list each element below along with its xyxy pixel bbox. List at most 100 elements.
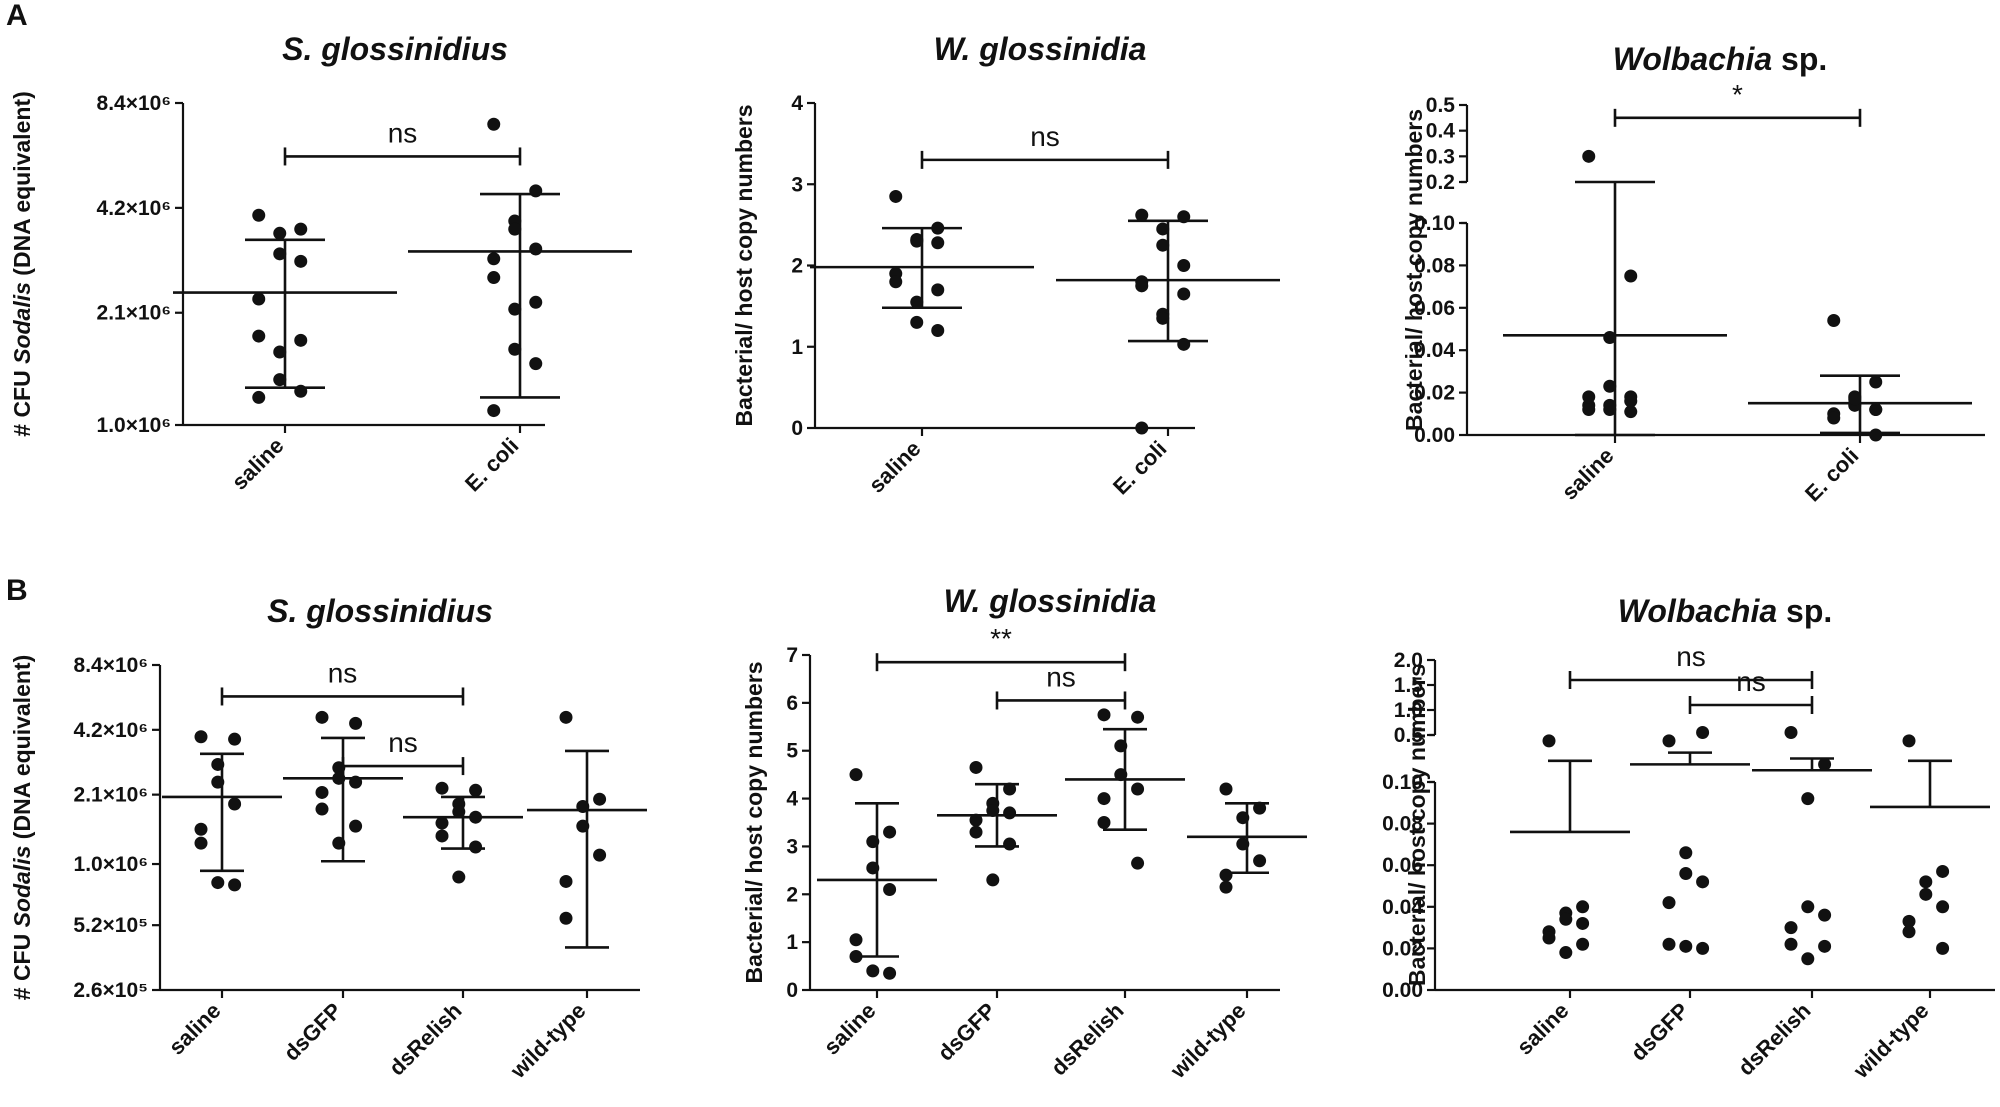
chart-title-suffix: sp. — [1777, 593, 1832, 629]
data-point — [211, 775, 225, 789]
chart-title: W. glossinidia — [934, 31, 1147, 67]
x-tick-label: saline — [227, 433, 289, 495]
y-tick-label: 7 — [786, 644, 798, 667]
series-e-coli — [1748, 314, 1972, 442]
data-point — [1936, 941, 1950, 955]
y-tick-label: 0.02 — [1382, 937, 1423, 960]
data-point — [1582, 403, 1596, 417]
data-point — [883, 883, 897, 896]
data-point — [1801, 792, 1815, 806]
x-tick-label: saline — [164, 998, 226, 1060]
data-point — [910, 234, 924, 248]
data-point — [1177, 337, 1191, 351]
data-point — [1818, 908, 1832, 922]
panel-label-a: A — [6, 0, 28, 32]
x-tick-label: dsGFP — [279, 998, 347, 1066]
data-point — [1827, 314, 1841, 328]
y-tick-label: 1.0×10⁶ — [97, 414, 171, 437]
data-point — [1919, 875, 1933, 889]
y-tick-label: 0.08 — [1382, 813, 1423, 836]
data-point — [1097, 708, 1111, 722]
data-point — [1177, 259, 1191, 272]
data-point — [1919, 887, 1933, 901]
data-point — [435, 781, 449, 795]
chart-1: S. glossinidius # CFU Sodalis (DNA equiva… — [9, 31, 632, 496]
data-point — [883, 966, 897, 980]
y-tick-label: 0.08 — [1414, 254, 1455, 277]
data-point — [1582, 149, 1596, 163]
data-point — [931, 324, 945, 337]
data-point — [294, 333, 308, 347]
data-point — [294, 254, 308, 268]
data-point — [931, 221, 945, 235]
y-tick-label: 4.2×10⁶ — [74, 719, 148, 742]
data-point — [866, 835, 880, 849]
y-axis-label: Bacterial/ host copy numbers — [741, 661, 767, 983]
data-point — [1902, 734, 1916, 748]
y-tick-label: 1 — [791, 336, 803, 359]
data-point — [435, 829, 449, 843]
data-point — [1603, 398, 1617, 412]
data-point — [931, 236, 945, 250]
chart-4: S. glossinidius # CFU Sodalis (DNA equiva… — [9, 593, 647, 1084]
data-point — [1097, 816, 1111, 829]
y-tick-label: 0.10 — [1382, 771, 1423, 794]
series-dsrelish — [1065, 708, 1185, 870]
significance-label: * — [1732, 79, 1743, 110]
data-point — [315, 710, 329, 724]
x-tick-label: wild-type — [1848, 998, 1934, 1084]
chart-title: Wolbachia sp. — [1613, 41, 1828, 77]
data-point — [910, 295, 924, 309]
data-point — [1624, 394, 1638, 408]
data-point — [332, 836, 346, 850]
data-point — [1253, 854, 1267, 868]
series-wild-type — [1870, 734, 1990, 955]
data-point — [487, 252, 501, 266]
data-point — [332, 771, 346, 785]
data-point — [469, 810, 483, 824]
data-point — [559, 710, 573, 724]
data-point — [252, 208, 266, 222]
significance-label: ** — [990, 623, 1012, 654]
data-point — [315, 802, 329, 816]
chart-title: W. glossinidia — [944, 583, 1157, 619]
data-point — [1662, 734, 1676, 748]
data-point — [529, 184, 543, 198]
data-point — [1801, 900, 1815, 914]
y-tick-label: 2 — [786, 883, 798, 906]
data-point — [294, 384, 308, 398]
chart-title-suffix: sp. — [1772, 41, 1827, 77]
data-point — [1576, 900, 1590, 914]
data-point — [194, 822, 208, 836]
data-point — [252, 390, 266, 404]
data-point — [1114, 768, 1128, 782]
data-point — [1679, 846, 1693, 860]
x-tick-label: dsRelish — [1046, 998, 1129, 1081]
data-point — [1869, 375, 1883, 389]
data-point — [1818, 757, 1832, 771]
chart-2: W. glossinidia Bacterial/ host copy numbe… — [731, 31, 1280, 499]
series-dsgfp — [937, 760, 1057, 887]
x-tick-label: E. coli — [1108, 436, 1171, 499]
x-tick-label: saline — [864, 436, 926, 498]
data-point — [487, 117, 501, 131]
data-point — [1003, 806, 1017, 820]
chart-5: W. glossinidia Bacterial/ host copy numbe… — [741, 583, 1307, 1084]
data-point — [910, 315, 924, 329]
data-point — [508, 222, 522, 236]
x-tick-label: dsRelish — [1733, 998, 1816, 1081]
data-point — [529, 295, 543, 309]
data-point — [1131, 710, 1145, 724]
data-point — [1542, 931, 1556, 945]
y-axis-label: Bacterial/ host copy numbers — [1404, 664, 1430, 986]
data-point — [593, 792, 607, 806]
data-point — [1818, 939, 1832, 953]
data-point — [435, 816, 449, 830]
data-point — [969, 813, 983, 827]
x-tick-label: wild-type — [505, 998, 591, 1084]
data-point — [1559, 946, 1573, 960]
y-tick-label: 8.4×10⁶ — [97, 92, 171, 115]
data-point — [593, 848, 607, 862]
data-point — [1156, 222, 1170, 236]
y-tick-label: 2.1×10⁶ — [74, 784, 148, 807]
